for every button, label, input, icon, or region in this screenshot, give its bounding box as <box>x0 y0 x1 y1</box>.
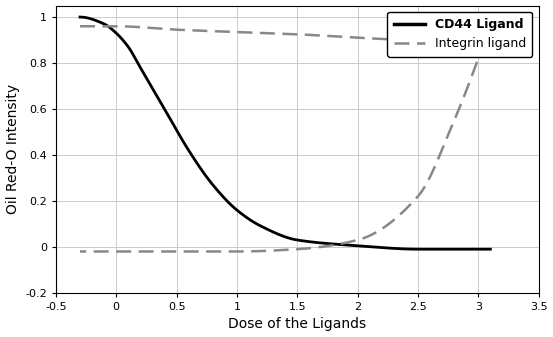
Integrin ligand <box>186 249 193 253</box>
Line: Integrin ligand: Integrin ligand <box>80 26 478 251</box>
Integrin ligand <box>390 218 397 222</box>
CD44 Ligand <box>431 247 437 251</box>
Integrin ligand <box>269 248 276 252</box>
CD44 Ligand <box>388 246 394 250</box>
CD44 Ligand <box>326 242 332 246</box>
Y-axis label: Oil Red-O Intensity: Oil Red-O Intensity <box>6 84 19 214</box>
CD44 Ligand <box>487 247 494 251</box>
Legend: CD44 Ligand, Integrin ligand: CD44 Ligand, Integrin ligand <box>388 12 533 57</box>
Integrin ligand <box>411 198 418 202</box>
Line: CD44 Ligand: CD44 Ligand <box>80 17 491 249</box>
CD44 Ligand <box>415 247 421 251</box>
Integrin ligand <box>233 249 240 253</box>
Integrin ligand <box>126 25 132 29</box>
CD44 Ligand <box>102 23 108 27</box>
X-axis label: Dose of the Ligands: Dose of the Ligands <box>228 317 366 332</box>
CD44 Ligand <box>315 241 322 245</box>
CD44 Ligand <box>338 243 345 247</box>
Integrin ligand <box>77 24 84 28</box>
Integrin ligand <box>77 249 84 253</box>
CD44 Ligand <box>77 15 84 19</box>
Integrin ligand <box>366 234 373 238</box>
